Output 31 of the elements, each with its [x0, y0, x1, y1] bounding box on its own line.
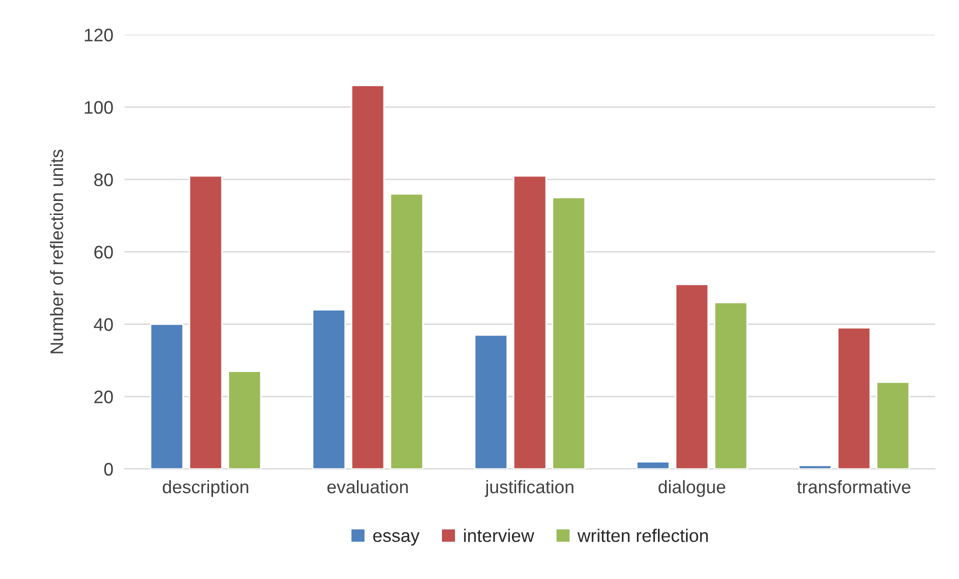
bar — [228, 370, 262, 469]
legend-label: essay — [373, 532, 420, 546]
bar — [474, 334, 508, 469]
bar — [636, 461, 670, 469]
bar — [512, 175, 547, 469]
bar — [150, 324, 184, 469]
bar — [552, 196, 586, 469]
y-axis-title: Number of reflection units — [50, 150, 64, 354]
bar — [312, 309, 346, 469]
legend-label: interview — [464, 528, 534, 542]
bar — [188, 175, 223, 469]
bar — [350, 84, 385, 469]
x-tick-label: transformative — [797, 480, 910, 494]
y-tick-label: 80 — [94, 173, 113, 186]
y-tick-label: 120 — [84, 28, 113, 42]
bar — [714, 302, 748, 469]
bar — [390, 193, 424, 469]
bar — [837, 327, 871, 469]
x-tick-label: evaluation — [327, 480, 408, 494]
bar — [675, 284, 709, 469]
x-tick-label: dialogue — [658, 480, 726, 497]
legend-label: written reflection — [577, 528, 708, 542]
y-tick-label: 0 — [104, 462, 113, 476]
y-tick-label: 40 — [94, 318, 113, 331]
x-tick-label: justification — [484, 480, 574, 497]
x-tick-label: description — [162, 480, 248, 497]
bar — [876, 381, 910, 469]
y-tick-label: 60 — [94, 246, 113, 259]
y-tick-label: 20 — [94, 390, 113, 404]
bar — [798, 464, 832, 469]
y-tick-label: 100 — [84, 101, 113, 114]
